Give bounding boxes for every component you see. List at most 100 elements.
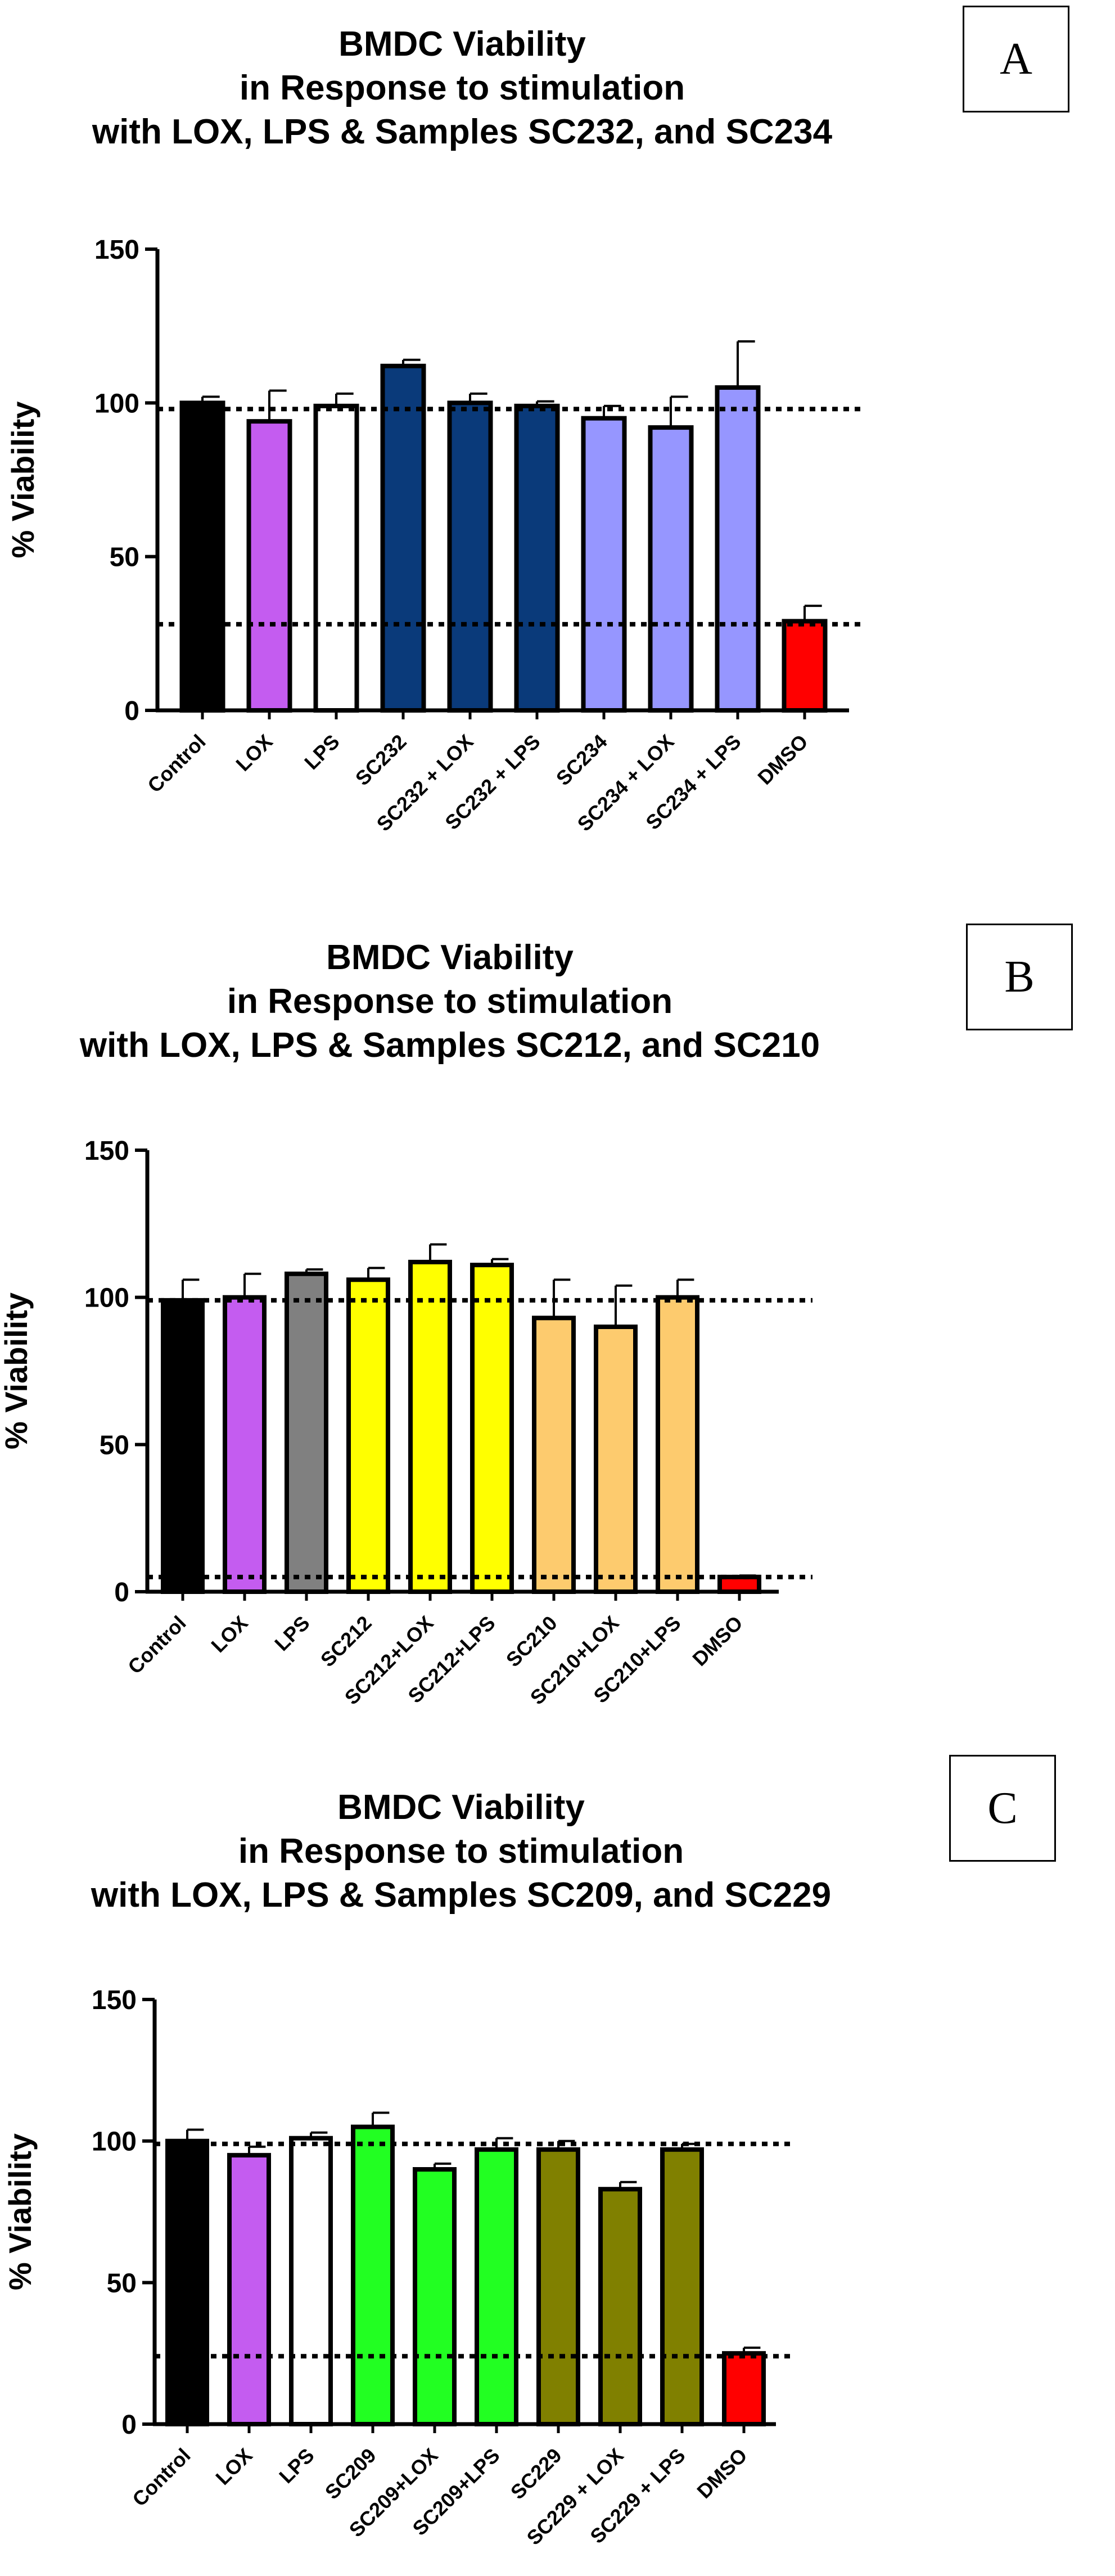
bar-8: [598, 2187, 642, 2426]
y-tick-label: 100: [84, 1284, 129, 1313]
y-tick-label: 100: [92, 2127, 137, 2157]
error-bar-4: [402, 358, 421, 366]
y-axis-title: % Viability: [5, 401, 40, 558]
error-bar-3: [335, 392, 354, 406]
error-bar-8: [670, 395, 688, 428]
bar-6: [470, 1263, 514, 1594]
y-tick-label: 150: [84, 1136, 129, 1166]
x-tick-label: Control: [143, 730, 210, 797]
chart-title-line-3: with LOX, LPS & Samples SC212, and SC210: [79, 1026, 820, 1065]
x-tick-label: DMSO: [753, 730, 812, 789]
x-tick-label: LPS: [270, 1611, 314, 1656]
bar-4: [346, 1277, 390, 1594]
x-tick-label: LOX: [211, 2444, 256, 2489]
y-axis-title: % Viability: [2, 2133, 38, 2290]
chart-panel-a: BMDC Viability in Response to stimulatio…: [0, 0, 1115, 877]
bar-5: [447, 400, 493, 713]
bar-3: [313, 403, 359, 713]
error-bar-8: [619, 2181, 637, 2190]
error-bar-5: [469, 392, 487, 403]
chart-panel-b: BMDC Viability in Response to stimulatio…: [0, 911, 1115, 1727]
y-tick-label: 150: [92, 1985, 137, 2015]
bar-9: [715, 385, 761, 713]
y-tick-label: 100: [94, 389, 139, 418]
error-bar-2: [268, 389, 287, 422]
bar-5: [408, 1259, 452, 1594]
bar-1: [165, 2138, 209, 2427]
error-bar-6: [536, 400, 554, 406]
bar-3: [285, 1271, 328, 1594]
x-tick-label: SC212: [316, 1611, 376, 1672]
x-tick-label: DMSO: [692, 2444, 751, 2503]
x-tick-label: SC232: [351, 730, 411, 790]
bar-4: [380, 363, 426, 713]
error-bar-2: [243, 1272, 261, 1298]
chart-panel-c: BMDC Viability in Response to stimulatio…: [0, 1755, 1115, 2576]
error-bar-10: [803, 605, 822, 622]
error-bar-9: [676, 1278, 694, 1298]
bar-1: [161, 1298, 205, 1594]
y-tick-label: 150: [94, 235, 139, 265]
chart-title-line-1: BMDC Viability: [338, 25, 586, 64]
bar-8: [648, 425, 694, 713]
bar-1: [179, 400, 225, 713]
y-tick-label: 0: [124, 696, 139, 726]
error-bar-10: [743, 2347, 761, 2354]
bar-9: [656, 1295, 699, 1594]
y-tick-label: 50: [107, 2268, 137, 2298]
error-bar-9: [737, 340, 755, 388]
bar-9: [660, 2147, 704, 2426]
x-tick-label: LOX: [231, 730, 277, 776]
chart-title-line-1: BMDC Viability: [337, 1788, 585, 1827]
error-bar-5: [429, 1243, 447, 1262]
error-bar-3: [310, 2131, 328, 2138]
x-tick-label: SC229: [506, 2444, 566, 2504]
error-bar-2: [248, 2145, 266, 2155]
error-bar-1: [182, 1278, 200, 1300]
bar-7: [581, 416, 627, 713]
bar-4: [351, 2124, 395, 2426]
bar-2: [227, 2152, 271, 2426]
chart-title: BMDC Viability in Response to stimulatio…: [28, 936, 872, 1068]
bar-2: [246, 419, 292, 713]
bar-2: [223, 1295, 267, 1594]
x-tick-label: LPS: [300, 730, 344, 774]
error-bar-4: [372, 2111, 390, 2127]
y-tick-label: 50: [100, 1430, 129, 1460]
chart-title: BMDC Viability in Response to stimulatio…: [40, 22, 884, 154]
error-bar-7: [557, 2140, 575, 2150]
chart-title-line-3: with LOX, LPS & Samples SC232, and SC234: [92, 112, 833, 152]
bar-3: [289, 2136, 333, 2427]
bar-10: [782, 619, 828, 713]
chart-title-line-2: in Response to stimulation: [238, 1832, 684, 1871]
x-tick-label: Control: [123, 1611, 190, 1678]
bar-7: [536, 2147, 580, 2426]
x-tick-label: SC210: [502, 1611, 562, 1672]
bar-10: [722, 2351, 766, 2426]
chart-title: BMDC Viability in Response to stimulatio…: [39, 1786, 883, 1917]
error-bar-8: [615, 1284, 633, 1327]
error-bar-1: [186, 2128, 204, 2141]
chart-title-line-3: with LOX, LPS & Samples SC209, and SC229: [91, 1876, 832, 1915]
bar-7: [532, 1316, 576, 1594]
error-bar-3: [305, 1268, 323, 1274]
panel-letter: A: [963, 6, 1069, 112]
chart-title-line-2: in Response to stimulation: [239, 69, 685, 108]
error-bar-1: [201, 395, 220, 403]
bar-6: [475, 2147, 518, 2426]
bar-8: [594, 1325, 638, 1594]
bar-5: [413, 2167, 457, 2426]
x-tick-label: LOX: [206, 1611, 252, 1657]
x-tick-label: Control: [128, 2444, 195, 2511]
y-tick-label: 0: [121, 2410, 137, 2440]
chart-title-line-2: in Response to stimulation: [227, 982, 673, 1021]
bar-6: [514, 403, 560, 713]
error-bar-4: [367, 1267, 385, 1280]
x-tick-label: SC234: [552, 730, 612, 790]
x-tick-label: SC209: [320, 2444, 381, 2504]
y-axis-title: % Viability: [0, 1292, 34, 1449]
error-bar-5: [434, 2162, 452, 2169]
